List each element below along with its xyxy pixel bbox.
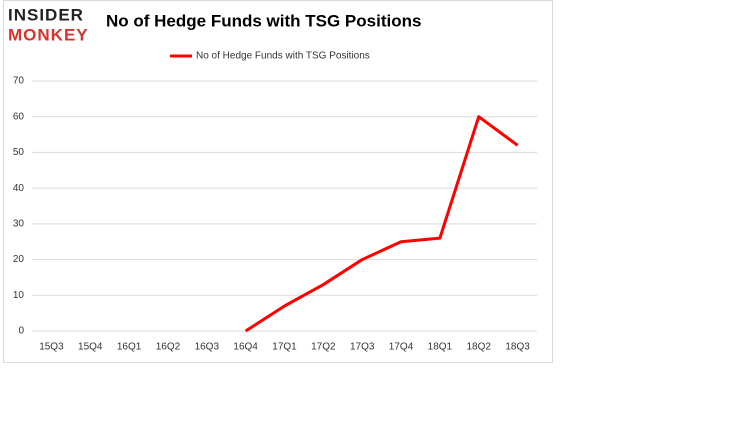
y-tick-label: 50 <box>13 147 25 158</box>
data-line <box>244 115 519 333</box>
y-tick-label: 30 <box>13 218 25 229</box>
x-tick-label: 16Q3 <box>195 342 220 353</box>
x-tick-label: 16Q2 <box>156 342 181 353</box>
logo-bottom: MONKEY <box>8 25 89 44</box>
y-tick-label: 60 <box>13 111 25 122</box>
chart-frame <box>3 0 553 363</box>
x-tick-label: 17Q1 <box>272 342 297 353</box>
x-tick-label: 17Q2 <box>311 342 336 353</box>
x-tick-label: 15Q4 <box>78 342 103 353</box>
y-tick-label: 20 <box>13 254 25 265</box>
x-tick-label: 15Q3 <box>39 342 64 353</box>
legend-label: No of Hedge Funds with TSG Positions <box>196 51 370 62</box>
x-tick-label: 18Q3 <box>505 342 530 353</box>
y-tick-label: 70 <box>13 76 25 87</box>
x-tick-label: 18Q2 <box>466 342 491 353</box>
x-tick-label: 17Q3 <box>350 342 375 353</box>
y-tick-label: 0 <box>18 326 24 337</box>
y-tick-label: 10 <box>13 290 25 301</box>
logo-top: INSIDER <box>8 5 84 24</box>
x-tick-label: 16Q1 <box>117 342 142 353</box>
x-tick-label: 18Q1 <box>428 342 453 353</box>
chart-title: No of Hedge Funds with TSG Positions <box>106 11 421 30</box>
x-tick-label: 17Q4 <box>389 342 414 353</box>
x-tick-label: 16Q4 <box>233 342 258 353</box>
y-tick-label: 40 <box>13 183 25 194</box>
